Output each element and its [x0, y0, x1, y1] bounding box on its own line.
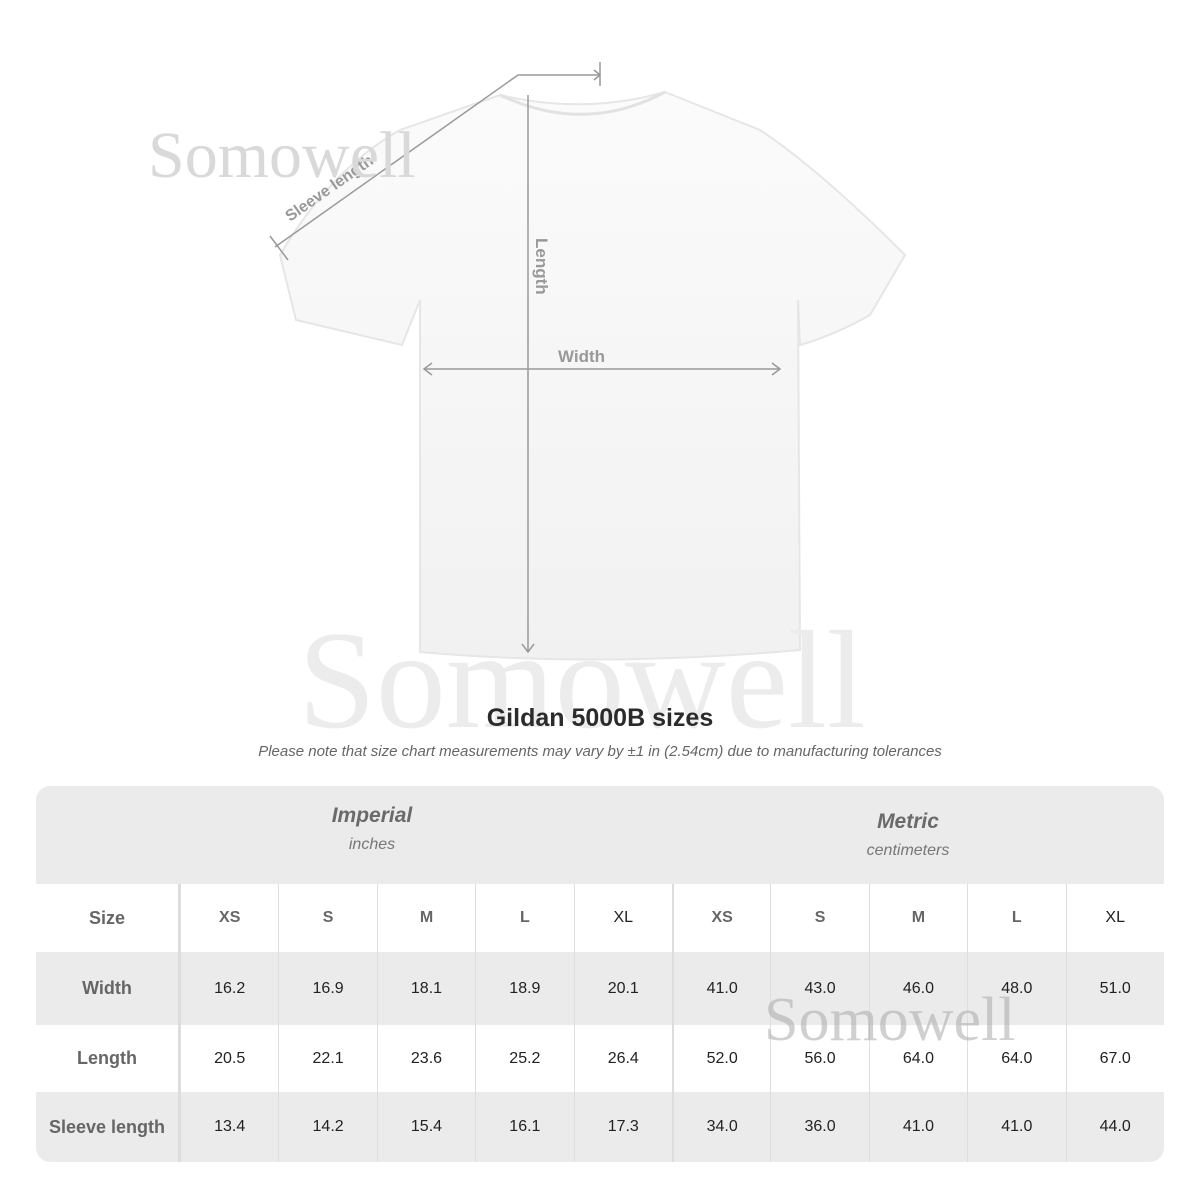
table-cell: 64.0 — [868, 1025, 967, 1092]
table-cell: 16.1 — [475, 1092, 573, 1162]
tolerance-note: Please note that size chart measurements… — [258, 743, 942, 760]
watermark-center: Somowell — [298, 603, 866, 758]
size-column-header: XS — [671, 884, 770, 952]
metric-group: Metric centimeters — [662, 810, 1154, 860]
watermark-top: Somowell — [148, 119, 416, 192]
table-cell: 18.9 — [475, 952, 573, 1025]
imperial-unit: inches — [348, 836, 396, 853]
table-cell: 16.9 — [278, 952, 376, 1025]
size-column-header: M — [868, 884, 967, 952]
size-column-header: XL — [573, 884, 672, 952]
row-label: Width — [36, 952, 180, 1025]
table-cell: 36.0 — [770, 1092, 868, 1162]
table-cell: 43.0 — [770, 952, 868, 1025]
table-cell: 34.0 — [671, 1092, 770, 1162]
table-cell: 64.0 — [967, 1025, 1065, 1092]
metric-label: Metric — [877, 810, 939, 833]
row-label: Sleeve length — [36, 1092, 180, 1162]
metric-unit: centimeters — [866, 842, 950, 859]
table-cell: 41.0 — [868, 1092, 967, 1162]
tshirt-shape — [278, 90, 907, 661]
imperial-group: Imperial inches — [126, 804, 618, 854]
size-column-header: L — [967, 884, 1065, 952]
size-column-header: M — [376, 884, 475, 952]
size-column-header: L — [475, 884, 573, 952]
table-cell: 13.4 — [180, 1092, 278, 1162]
tshirt-diagram: Sleeve length Length Width — [269, 62, 907, 661]
size-column-header: XS — [180, 884, 278, 952]
size-column-header: S — [278, 884, 376, 952]
table-cell: 20.1 — [573, 952, 672, 1025]
table-cell: 44.0 — [1065, 1092, 1164, 1162]
size-column-header: S — [770, 884, 868, 952]
row-label: Size — [36, 884, 180, 952]
table-row: Sleeve length 13.4 14.2 15.4 16.1 17.3 34.0 36.… — [36, 1092, 1164, 1162]
table-cell: 48.0 — [967, 952, 1065, 1025]
table-header-band: Imperial inches Metric centimeters — [36, 786, 1164, 884]
table-cell: 14.2 — [278, 1092, 376, 1162]
table-cell: 25.2 — [475, 1025, 573, 1092]
table-cell: 41.0 — [967, 1092, 1065, 1162]
table-cell: 22.1 — [278, 1025, 376, 1092]
watermark-table: Somowell — [764, 986, 1016, 1054]
size-column-header: XL — [1065, 884, 1164, 952]
table-cell: 26.4 — [573, 1025, 672, 1092]
table-cell: 15.4 — [376, 1092, 475, 1162]
size-table: Imperial inches Metric centimeters Size X… — [36, 786, 1164, 1162]
table-row: Length 20.5 22.1 23.6 25.2 26.4 52.0 56.0 64.0 64… — [36, 1025, 1164, 1092]
table-cell: 67.0 — [1065, 1025, 1164, 1092]
table-cell: 52.0 — [671, 1025, 770, 1092]
table-row: Width 16.2 16.9 18.1 18.9 20.1 41.0 43.0 46.0 48.… — [36, 952, 1164, 1025]
table-cell: 51.0 — [1065, 952, 1164, 1025]
table-cell: 17.3 — [573, 1092, 672, 1162]
table-cell: 41.0 — [671, 952, 770, 1025]
table-cell: 20.5 — [180, 1025, 278, 1092]
size-header-row: Size XS S M L XL XS S M L XL — [36, 884, 1164, 952]
row-label: Length — [36, 1025, 180, 1092]
table-cell: 23.6 — [376, 1025, 475, 1092]
length-label: Length — [532, 238, 551, 295]
table-cell: 46.0 — [868, 952, 967, 1025]
table-cell: 56.0 — [770, 1025, 868, 1092]
table-cell: 16.2 — [180, 952, 278, 1025]
page-title: Gildan 5000B sizes — [486, 704, 714, 732]
width-label: Width — [558, 347, 605, 366]
table-cell: 18.1 — [376, 952, 475, 1025]
imperial-label: Imperial — [331, 804, 413, 827]
